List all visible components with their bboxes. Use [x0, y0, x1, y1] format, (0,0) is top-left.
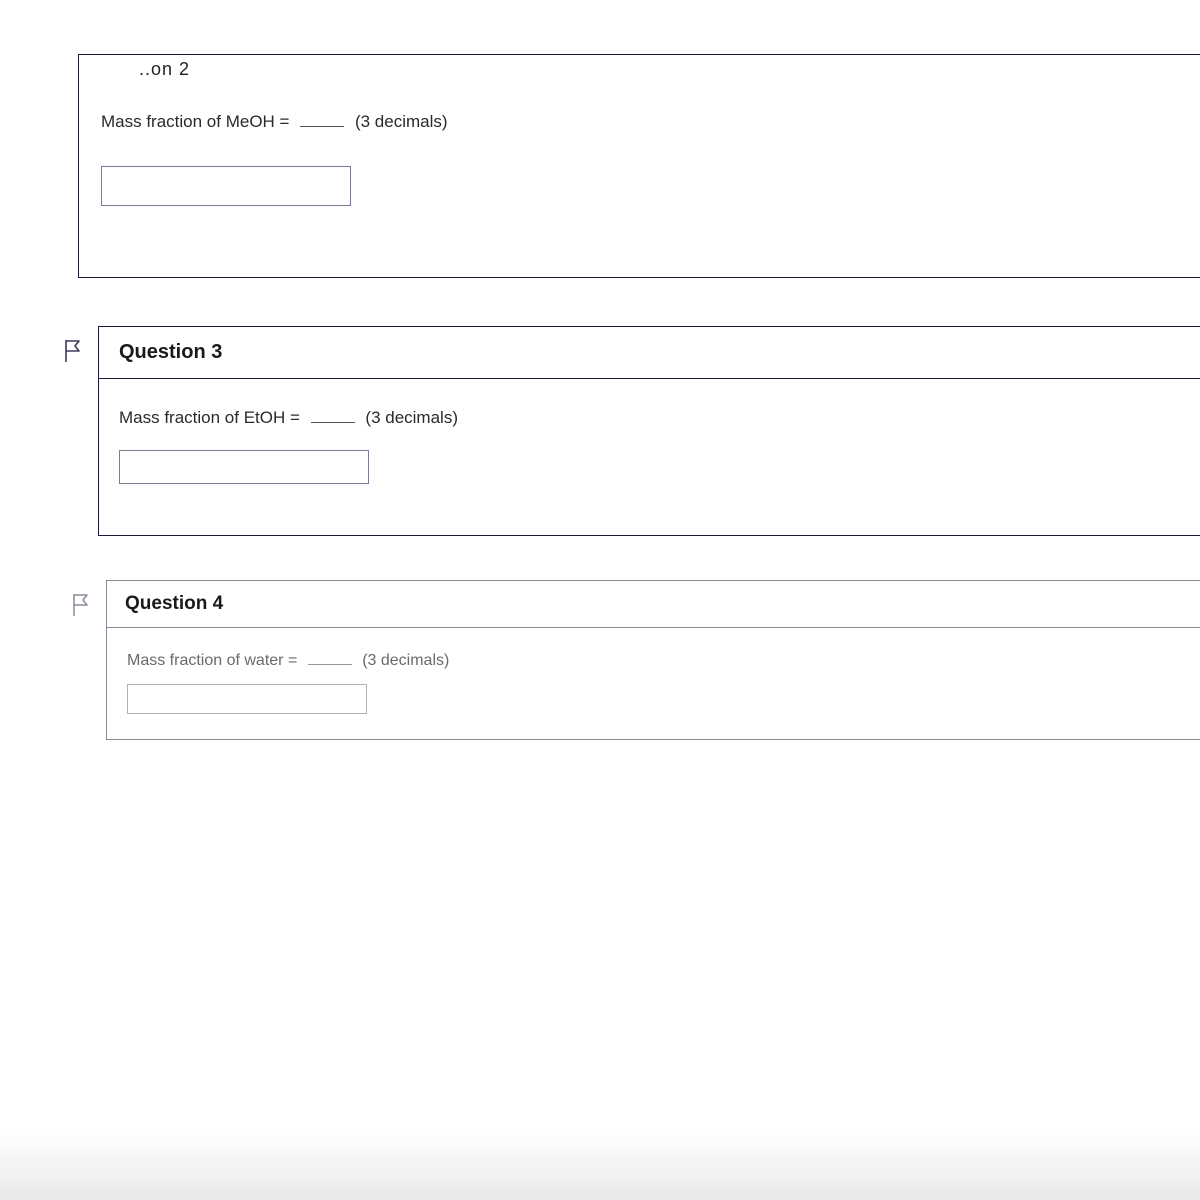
question-4-prompt: Mass fraction of water = (3 decimals): [127, 652, 449, 669]
question-3-prompt: Mass fraction of EtOH = (3 decimals): [119, 408, 458, 427]
question-3-body: Mass fraction of EtOH = (3 decimals): [99, 379, 1200, 510]
question-4-hint: (3 decimals): [362, 652, 449, 669]
question-2-body: Mass fraction of MeOH = (3 decimals): [79, 55, 1200, 232]
quiz-page: ..on 2 Mass fraction of MeOH = (3 decima…: [0, 0, 1200, 1200]
question-2-answer-input[interactable]: [101, 166, 351, 206]
question-3-hint: (3 decimals): [365, 408, 458, 427]
question-2-panel: ..on 2 Mass fraction of MeOH = (3 decima…: [78, 54, 1200, 278]
flag-icon[interactable]: [62, 338, 84, 364]
question-2-prompt-prefix: Mass fraction of MeOH =: [101, 112, 289, 131]
question-3-answer-input[interactable]: [119, 450, 369, 484]
question-2-hint: (3 decimals): [355, 112, 448, 131]
question-3-title: Question 3: [99, 327, 1200, 379]
question-3-panel: Question 3 Mass fraction of EtOH = (3 de…: [98, 326, 1200, 536]
question-4-title: Question 4: [107, 581, 1200, 628]
blank-line: [300, 111, 344, 127]
question-3-prompt-prefix: Mass fraction of EtOH =: [119, 408, 300, 427]
page-bottom-shadow: [0, 1130, 1200, 1200]
blank-line: [308, 650, 352, 665]
flag-icon[interactable]: [70, 592, 92, 618]
question-4-body: Mass fraction of water = (3 decimals): [107, 628, 1200, 732]
question-4-prompt-prefix: Mass fraction of water =: [127, 652, 297, 669]
question-4-panel: Question 4 Mass fraction of water = (3 d…: [106, 580, 1200, 740]
question-2-header-fragment: ..on 2: [139, 59, 190, 80]
question-4-answer-input[interactable]: [127, 684, 367, 714]
blank-line: [311, 407, 355, 423]
question-2-prompt: Mass fraction of MeOH = (3 decimals): [101, 112, 448, 131]
